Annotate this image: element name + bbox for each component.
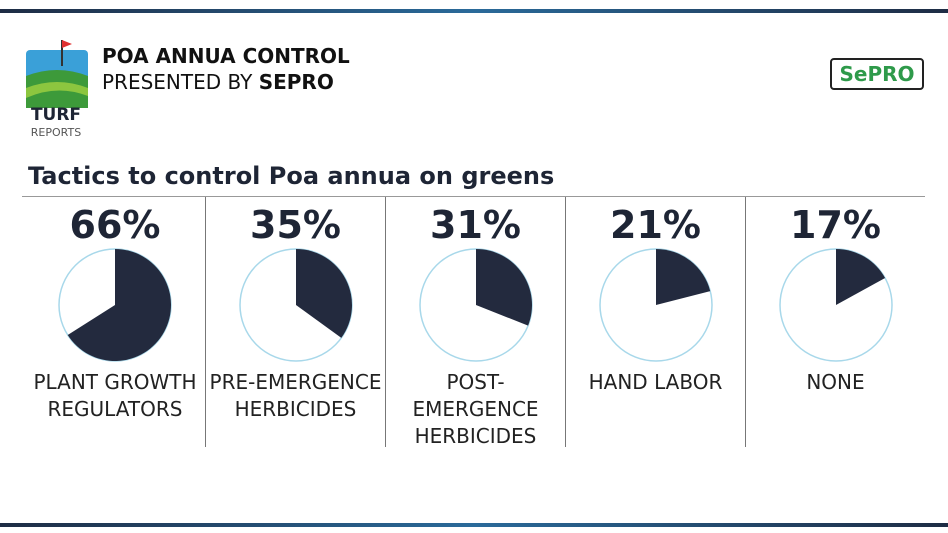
pie bbox=[58, 248, 172, 362]
category-label: POST-EMERGENCE HERBICIDES bbox=[412, 370, 539, 448]
category-label: PLANT GROWTH REGULATORS bbox=[33, 370, 197, 421]
category-label: PRE-EMERGENCE HERBICIDES bbox=[209, 370, 382, 421]
value-label: 21% bbox=[610, 203, 701, 247]
bottom-bar bbox=[0, 523, 948, 527]
sponsor-logo: SePRO bbox=[830, 58, 924, 90]
logo-bottom: REPORTS bbox=[31, 126, 81, 139]
pie-column: 21% HAND LABOR bbox=[565, 197, 745, 447]
pie-grid: 66% PLANT GROWTH REGULATORS 35% PRE-EMERGEN… bbox=[25, 197, 925, 448]
pie-slice bbox=[836, 249, 886, 305]
pie-column: 35% PRE-EMERGENCE HERBICIDES bbox=[205, 197, 385, 447]
pie-slice bbox=[67, 249, 171, 361]
value-label: 31% bbox=[430, 203, 521, 247]
top-bar bbox=[0, 9, 948, 13]
subtitle-prefix: PRESENTED BY bbox=[102, 70, 253, 94]
category-label: HAND LABOR bbox=[588, 370, 723, 394]
pie-slice bbox=[476, 249, 532, 326]
turf-logo: TURF REPORTS bbox=[26, 40, 88, 139]
title-rule bbox=[22, 196, 925, 197]
chart-title: Tactics to control Poa annua on greens bbox=[28, 162, 555, 190]
pie-column: 17% NONE bbox=[745, 197, 925, 447]
value-label: 66% bbox=[69, 203, 161, 247]
value-label: 35% bbox=[250, 203, 341, 247]
pie-column: 31% POST-EMERGENCE HERBICIDES bbox=[385, 197, 565, 448]
pie bbox=[239, 248, 353, 362]
pie bbox=[779, 248, 893, 362]
category-label: NONE bbox=[806, 370, 865, 394]
subtitle-brand: SEPRO bbox=[258, 70, 334, 94]
value-label: 17% bbox=[790, 203, 881, 247]
header-title: POA ANNUA CONTROL bbox=[102, 44, 350, 68]
header-subtitle: PRESENTED BY SEPRO bbox=[102, 70, 334, 94]
pie-column: 66% PLANT GROWTH REGULATORS bbox=[25, 197, 205, 447]
pie-slice bbox=[656, 249, 711, 305]
logo-top: TURF bbox=[31, 105, 81, 125]
pie-slice bbox=[296, 249, 352, 338]
pie bbox=[599, 248, 713, 362]
pie bbox=[419, 248, 533, 362]
